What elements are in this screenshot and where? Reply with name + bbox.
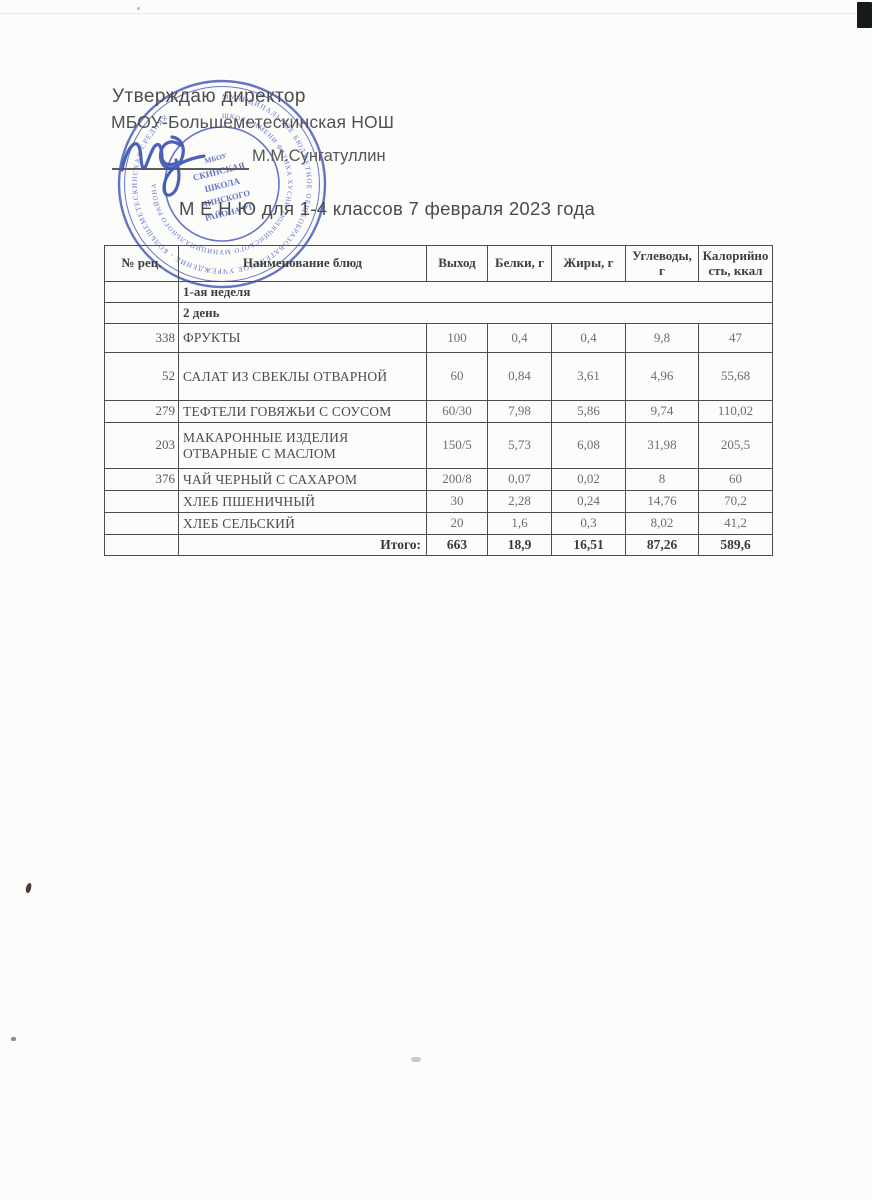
output-value: 60/30 <box>426 400 488 423</box>
protein-value: 2,28 <box>487 490 552 513</box>
dish-name: ХЛЕБ ПШЕНИЧНЫЙ <box>178 490 427 513</box>
menu-table: № рец. Наименование блюд Выход Белки, г … <box>104 245 773 556</box>
scan-corner-mark <box>857 2 872 28</box>
fat-value: 0,02 <box>551 468 626 491</box>
total-label: Итого: <box>178 534 427 556</box>
output-value: 60 <box>426 352 488 401</box>
director-signature-ink <box>120 135 206 197</box>
calories-value: 47 <box>698 323 773 353</box>
total-row: Итого: 663 18,9 16,51 87,26 589,6 <box>104 534 773 556</box>
scan-speck <box>25 882 32 894</box>
signature-line <box>112 151 249 170</box>
protein-value: 7,98 <box>487 400 552 423</box>
carbs-value: 4,96 <box>625 352 699 401</box>
table-row: 52 САЛАТ ИЗ СВЕКЛЫ ОТВАРНОЙ 60 0,84 3,61… <box>104 352 773 401</box>
scan-speck <box>11 1037 16 1041</box>
total-protein: 18,9 <box>487 534 552 556</box>
scan-speck <box>137 7 140 10</box>
scan-edge-line <box>0 13 872 14</box>
empty-cell <box>104 302 179 324</box>
total-fat: 16,51 <box>551 534 626 556</box>
director-name: М.М.Сунгатуллин <box>252 147 386 165</box>
dish-name: ТЕФТЕЛИ ГОВЯЖЬИ С СОУСОМ <box>178 400 427 423</box>
output-value: 100 <box>426 323 488 353</box>
fat-value: 0,24 <box>551 490 626 513</box>
calories-value: 110,02 <box>698 400 773 423</box>
dish-name: ХЛЕБ СЕЛЬСКИЙ <box>178 512 427 535</box>
output-value: 200/8 <box>426 468 488 491</box>
recipe-number: 203 <box>104 422 179 469</box>
calories-value: 70,2 <box>698 490 773 513</box>
table-row: 203 МАКАРОННЫЕ ИЗДЕЛИЯ ОТВАРНЫЕ С МАСЛОМ… <box>104 422 773 469</box>
carbs-value: 9,74 <box>625 400 699 423</box>
header-fat: Жиры, г <box>551 245 626 282</box>
recipe-number <box>104 490 179 513</box>
protein-value: 1,6 <box>487 512 552 535</box>
carbs-value: 9,8 <box>625 323 699 353</box>
day-section-row: 2 день <box>104 302 773 324</box>
fat-value: 3,61 <box>551 352 626 401</box>
scan-speck <box>411 1057 421 1062</box>
protein-value: 0,4 <box>487 323 552 353</box>
header-protein: Белки, г <box>487 245 552 282</box>
school-name-line: МБОУ-Большеметескинская НОШ <box>111 112 395 132</box>
week-label: 1-ая неделя <box>178 281 773 303</box>
school-round-stamp: МУНИЦИПАЛЬНОЕ БЮДЖЕТНОЕ ОБЩЕОБРАЗОВАТЕЛЬ… <box>117 79 327 289</box>
protein-value: 5,73 <box>487 422 552 469</box>
total-calories: 589,6 <box>698 534 773 556</box>
output-value: 20 <box>426 512 488 535</box>
calories-value: 60 <box>698 468 773 491</box>
carbs-value: 8 <box>625 468 699 491</box>
dish-name: МАКАРОННЫЕ ИЗДЕЛИЯ ОТВАРНЫЕ С МАСЛОМ <box>178 422 427 469</box>
output-value: 150/5 <box>426 422 488 469</box>
table-row: 376 ЧАЙ ЧЕРНЫЙ С САХАРОМ 200/8 0,07 0,02… <box>104 468 773 491</box>
calories-value: 55,68 <box>698 352 773 401</box>
recipe-number: 376 <box>104 468 179 491</box>
recipe-number: 279 <box>104 400 179 423</box>
dish-name: САЛАТ ИЗ СВЕКЛЫ ОТВАРНОЙ <box>178 352 427 401</box>
table-row: ХЛЕБ ПШЕНИЧНЫЙ 30 2,28 0,24 14,76 70,2 <box>104 490 773 513</box>
approval-line: Утверждаю директор <box>112 86 306 107</box>
empty-cell <box>104 534 179 556</box>
header-carbs: Углеводы, г <box>625 245 699 282</box>
protein-value: 0,84 <box>487 352 552 401</box>
recipe-number: 338 <box>104 323 179 353</box>
page-title: М Е Н Ю для 1-4 классов 7 февраля 2023 г… <box>179 198 596 219</box>
day-label: 2 день <box>178 302 773 324</box>
table-header-row: № рец. Наименование блюд Выход Белки, г … <box>104 245 773 282</box>
carbs-value: 8,02 <box>625 512 699 535</box>
table-row: 279 ТЕФТЕЛИ ГОВЯЖЬИ С СОУСОМ 60/30 7,98 … <box>104 400 773 423</box>
carbs-value: 14,76 <box>625 490 699 513</box>
table-row: 338 ФРУКТЫ 100 0,4 0,4 9,8 47 <box>104 323 773 353</box>
table-row: ХЛЕБ СЕЛЬСКИЙ 20 1,6 0,3 8,02 41,2 <box>104 512 773 535</box>
carbs-value: 31,98 <box>625 422 699 469</box>
recipe-number <box>104 512 179 535</box>
fat-value: 6,08 <box>551 422 626 469</box>
empty-cell <box>104 281 179 303</box>
header-recipe-number: № рец. <box>104 245 179 282</box>
total-output: 663 <box>426 534 488 556</box>
dish-name: ЧАЙ ЧЕРНЫЙ С САХАРОМ <box>178 468 427 491</box>
recipe-number: 52 <box>104 352 179 401</box>
dish-name: ФРУКТЫ <box>178 323 427 353</box>
week-section-row: 1-ая неделя <box>104 281 773 303</box>
header-calories: Калорийно сть, ккал <box>698 245 773 282</box>
total-carbs: 87,26 <box>625 534 699 556</box>
header-dish-name: Наименование блюд <box>178 245 427 282</box>
header-output: Выход <box>426 245 488 282</box>
output-value: 30 <box>426 490 488 513</box>
calories-value: 41,2 <box>698 512 773 535</box>
protein-value: 0,07 <box>487 468 552 491</box>
fat-value: 0,3 <box>551 512 626 535</box>
fat-value: 5,86 <box>551 400 626 423</box>
fat-value: 0,4 <box>551 323 626 353</box>
calories-value: 205,5 <box>698 422 773 469</box>
